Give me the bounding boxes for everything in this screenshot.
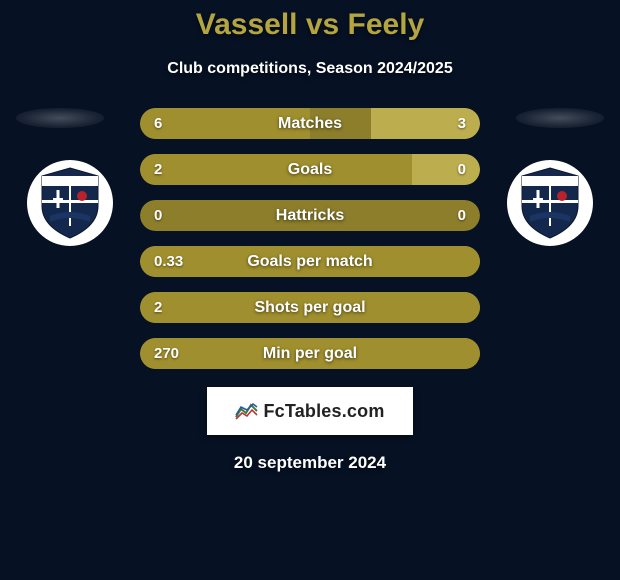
stat-row: Hattricks 0 0: [140, 200, 480, 231]
stat-label: Hattricks: [276, 207, 344, 225]
comparison-container: Vassell vs Feely Club competitions, Seas…: [0, 0, 620, 580]
page-title: Vassell vs Feely: [196, 8, 425, 42]
stat-label: Shots per goal: [254, 299, 365, 317]
stat-label: Matches: [278, 115, 342, 133]
stat-row: Goals per match 0.33: [140, 246, 480, 277]
stat-row: Min per goal 270: [140, 338, 480, 369]
stat-value-left: 0: [154, 207, 162, 224]
stat-value-left: 2: [154, 161, 162, 178]
stat-rows: Matches 6 3 Goals 2 0 Hattricks 0 0 Goals per mat…: [140, 108, 480, 369]
stat-value-right: 3: [458, 115, 466, 132]
stat-value-left: 6: [154, 115, 162, 132]
branding-logo: FcTables.com: [207, 387, 413, 435]
stat-label: Min per goal: [263, 345, 357, 363]
stat-label: Goals per match: [247, 253, 372, 271]
club-badge-right: [507, 160, 593, 246]
decorative-ellipse-left: [16, 108, 104, 128]
bar-left: [140, 154, 412, 185]
decorative-ellipse-right: [516, 108, 604, 128]
club-crest-icon: [516, 166, 584, 240]
stat-value-left: 0.33: [154, 253, 183, 270]
stats-area: Matches 6 3 Goals 2 0 Hattricks 0 0 Goals per mat…: [0, 108, 620, 369]
stat-row: Matches 6 3: [140, 108, 480, 139]
club-crest-icon: [36, 166, 104, 240]
stat-row: Shots per goal 2: [140, 292, 480, 323]
bar-right: [412, 154, 480, 185]
stat-label: Goals: [288, 161, 332, 179]
stat-value-left: 2: [154, 299, 162, 316]
stat-value-right: 0: [458, 207, 466, 224]
branding-text: FcTables.com: [263, 401, 384, 422]
chart-icon: [235, 401, 259, 421]
club-badge-left: [27, 160, 113, 246]
stat-value-left: 270: [154, 345, 179, 362]
footer-date: 20 september 2024: [234, 453, 386, 473]
stat-value-right: 0: [458, 161, 466, 178]
page-subtitle: Club competitions, Season 2024/2025: [167, 60, 452, 78]
stat-row: Goals 2 0: [140, 154, 480, 185]
